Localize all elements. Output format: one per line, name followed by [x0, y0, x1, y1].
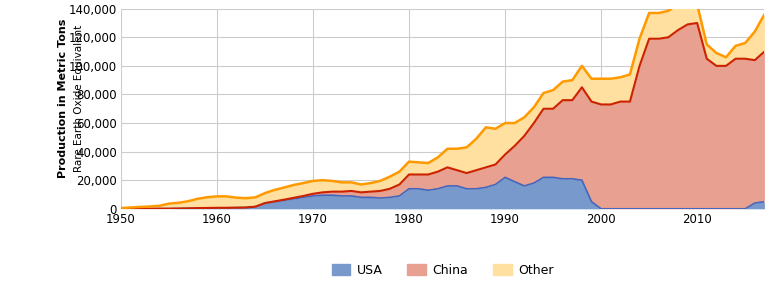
Text: Production in Metric Tons: Production in Metric Tons — [58, 19, 68, 178]
Text: Rare Earth Oxide Equivalent: Rare Earth Oxide Equivalent — [74, 25, 84, 172]
Legend: USA, China, Other: USA, China, Other — [327, 259, 558, 282]
